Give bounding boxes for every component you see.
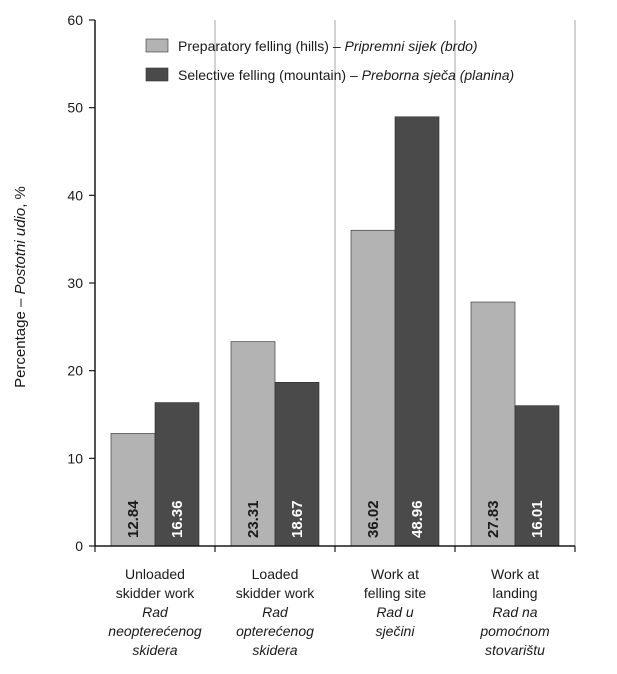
y-tick-label: 30 xyxy=(67,275,83,291)
bar-series-1 xyxy=(350,229,396,547)
x-category-label-italic: neopterećenog xyxy=(108,623,202,639)
bar-series-1 xyxy=(230,341,276,547)
y-tick-label: 60 xyxy=(67,12,83,28)
x-category-label: Work at xyxy=(371,566,419,582)
bar-series-2 xyxy=(154,402,200,547)
x-category-label: Work at xyxy=(491,566,539,582)
bar-value-label: 16.36 xyxy=(169,500,186,538)
x-category-label-italic: skidera xyxy=(132,642,177,658)
bar-value-label: 48.96 xyxy=(409,500,426,538)
x-category-label: skidder work xyxy=(236,585,316,601)
y-axis-label-italic: Postotni udio xyxy=(12,208,29,295)
bar-value-label: 23.31 xyxy=(245,500,262,538)
y-tick-label: 20 xyxy=(67,363,83,379)
bar-value-label: 16.01 xyxy=(529,500,546,538)
x-category-label-italic: Rad xyxy=(262,604,289,620)
legend-label-selective-plain: Selective felling (mountain) – xyxy=(178,67,362,83)
x-category-label-italic: skidera xyxy=(252,642,297,658)
y-tick-label: 0 xyxy=(75,538,83,554)
bars-layer: 12.84 16.36 23.31 18.67 36.02 48.96 27.83 16.01 xyxy=(110,116,560,547)
y-axis-label: Percentage – Postotni udio, % xyxy=(12,186,29,388)
y-tick-label: 50 xyxy=(67,100,83,116)
legend-label-selective-italic: Preborna sječa (planina) xyxy=(362,67,515,83)
x-category-label: Unloaded xyxy=(125,566,185,582)
x-category-label: landing xyxy=(492,585,537,601)
legend: Preparatory felling (hills) – Pripremni … xyxy=(145,38,514,83)
bar-series-1 xyxy=(470,301,516,547)
legend-label-preparatory: Preparatory felling (hills) – Pripremni … xyxy=(178,38,478,54)
legend-swatch-selective xyxy=(145,67,169,82)
legend-label-selective: Selective felling (mountain) – Preborna … xyxy=(178,67,514,83)
axis-layer: 0 10 20 30 40 50 60 Unloaded skidder work Rad neop… xyxy=(67,12,576,658)
legend-swatch-preparatory xyxy=(145,38,169,53)
x-category-label-italic: Rad na xyxy=(492,604,537,620)
bar-series-1 xyxy=(110,433,156,547)
legend-label-preparatory-italic: Pripremni sijek (brdo) xyxy=(345,38,478,54)
legend-label-preparatory-plain: Preparatory felling (hills) – xyxy=(178,38,345,54)
x-category-label: Loaded xyxy=(252,566,299,582)
y-tick-label: 40 xyxy=(67,187,83,203)
y-axis-label-unit: , % xyxy=(12,186,29,208)
x-category-label-italic: Rad xyxy=(142,604,169,620)
bar-value-label: 18.67 xyxy=(289,500,306,538)
bar-value-label: 12.84 xyxy=(125,500,142,538)
x-category-label: skidder work xyxy=(116,585,196,601)
x-category-label-italic: pomoćnom xyxy=(479,623,550,639)
x-category-label-italic: opterećenog xyxy=(236,623,314,639)
x-category-label-italic: sječini xyxy=(376,623,416,639)
x-category-label-italic: stovarištu xyxy=(485,642,545,658)
bar-value-label: 27.83 xyxy=(485,500,502,538)
y-axis-label-plain: Percentage – xyxy=(12,295,29,388)
x-category-label: felling site xyxy=(364,585,426,601)
bar-series-2 xyxy=(514,405,560,547)
y-tick-label: 10 xyxy=(67,450,83,466)
bar-series-2 xyxy=(394,116,440,547)
grid-layer xyxy=(214,20,576,546)
bar-value-label: 36.02 xyxy=(365,500,382,538)
x-category-label-italic: Rad u xyxy=(376,604,414,620)
